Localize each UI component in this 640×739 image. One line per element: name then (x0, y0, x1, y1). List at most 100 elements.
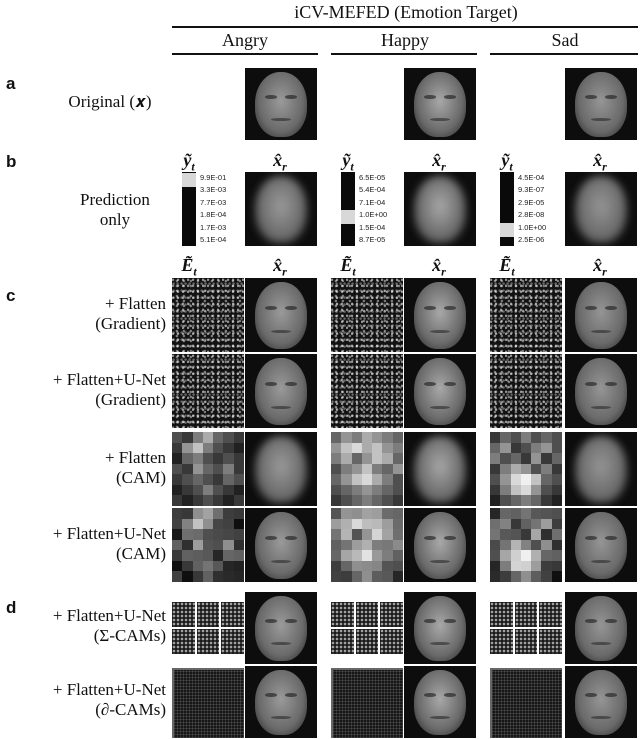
cam-cell (351, 453, 362, 464)
cam-cell (223, 508, 234, 519)
sigma-cam-cell (490, 602, 513, 627)
cam-cell (541, 508, 552, 519)
left-eye (585, 95, 597, 99)
cam-cell (351, 571, 362, 582)
reconstruction-c2-sad (565, 354, 637, 428)
cam-cell (361, 474, 373, 485)
cam-cell (192, 474, 203, 485)
left-eye (265, 536, 277, 540)
cam-cell (213, 539, 224, 551)
cam-cell (490, 484, 501, 496)
cam-cell (361, 442, 373, 454)
cam-cell (541, 453, 552, 464)
cam-cell (351, 463, 362, 475)
cam-cell (541, 495, 552, 506)
cam-cell (392, 560, 403, 572)
cam-cell (531, 539, 542, 551)
cam-cell (172, 484, 183, 496)
cam-cell (223, 463, 234, 475)
cam-cell (392, 550, 403, 561)
column-header-sad: Sad (551, 30, 579, 50)
sigma-cam-cell (380, 602, 403, 627)
symbol-y-happy-base: ỹ (342, 150, 351, 170)
cam-cell (202, 495, 214, 506)
cam-cell (331, 508, 342, 519)
cam-cell (213, 453, 224, 464)
cam-cell (500, 508, 511, 519)
sigma-cam-cell (196, 629, 220, 654)
section-letter-a: a (6, 74, 16, 93)
prediction-value-2: 7.7E-03 (200, 197, 227, 207)
reconstruction-c3-happy (404, 432, 476, 506)
mouth (429, 405, 451, 409)
left-eye (424, 536, 436, 540)
reconstruction-d2-sad (565, 666, 637, 738)
cam-cell (202, 550, 214, 561)
prediction-value-0: 6.5E-05 (359, 173, 386, 182)
cam-cell (382, 550, 393, 561)
cam-cell (192, 539, 203, 551)
mouth (429, 118, 451, 122)
mouth (429, 329, 451, 333)
symbol-xr-happy-base: x̂ (432, 150, 442, 170)
cam-cell (213, 550, 224, 561)
row-label-c4-line2: (CAM) (115, 544, 166, 563)
left-eye (265, 306, 277, 310)
cam-cell (233, 571, 244, 582)
symbol-xr-c-happy-sub: r (441, 264, 446, 279)
cam-cell (192, 453, 203, 464)
reconstruction-c2-happy (404, 354, 476, 428)
right-eye (444, 306, 456, 310)
column-header-happy: Happy (381, 30, 429, 50)
face-oval (255, 72, 307, 138)
cam-cell (172, 539, 183, 551)
cam-cell (392, 432, 403, 443)
face-oval (414, 358, 466, 426)
cam-cell (551, 539, 562, 551)
cam-cell (372, 550, 383, 561)
cam-cell (361, 539, 373, 551)
symbol-xr-c-sad-sub: r (602, 264, 607, 279)
cam-cell (500, 474, 511, 485)
cam-cell (182, 529, 193, 540)
cam-map-sad-3 (490, 432, 562, 506)
right-eye (285, 382, 297, 386)
row-label-c3-line1: + Flatten (104, 448, 166, 467)
mouth (270, 329, 292, 333)
cam-cell (510, 571, 521, 582)
mouth (270, 405, 292, 409)
cam-cell (182, 518, 193, 530)
cam-cell (490, 495, 501, 506)
cam-cell (351, 474, 362, 485)
symbol-y-angry-sub: t (191, 159, 195, 174)
gradient-map-angry-1 (172, 278, 244, 352)
cam-cell (520, 560, 532, 572)
mouth (429, 716, 451, 720)
cam-cell (341, 474, 352, 485)
cam-cell (223, 432, 234, 443)
cam-cell (233, 453, 244, 464)
cam-cell (500, 529, 511, 540)
row-label-c2: + Flatten+U-Net (Gradient) (10, 370, 166, 410)
symbol-xr-sad-sub: r (602, 159, 607, 174)
cam-cell (520, 571, 532, 582)
cam-cell (213, 474, 224, 485)
row-label-c1-line1: + Flatten (104, 294, 166, 313)
cam-cell (192, 463, 203, 475)
section-letter-b: b (6, 152, 17, 171)
cam-cell (213, 571, 224, 582)
left-eye (424, 306, 436, 310)
cam-cell (361, 484, 373, 496)
row-label-c3-line2: (CAM) (115, 468, 166, 487)
cam-cell (233, 508, 244, 519)
prediction-value-3: 1.0E+00 (359, 210, 388, 220)
cam-cell (172, 550, 183, 561)
cam-cell (520, 539, 532, 551)
cam-cell (202, 539, 214, 551)
cam-cell (233, 463, 244, 475)
cam-cell (490, 453, 501, 464)
reconstruction-d2-happy (404, 666, 476, 738)
cam-cell (351, 432, 362, 443)
face-oval (414, 72, 466, 138)
cam-cell (341, 560, 352, 572)
